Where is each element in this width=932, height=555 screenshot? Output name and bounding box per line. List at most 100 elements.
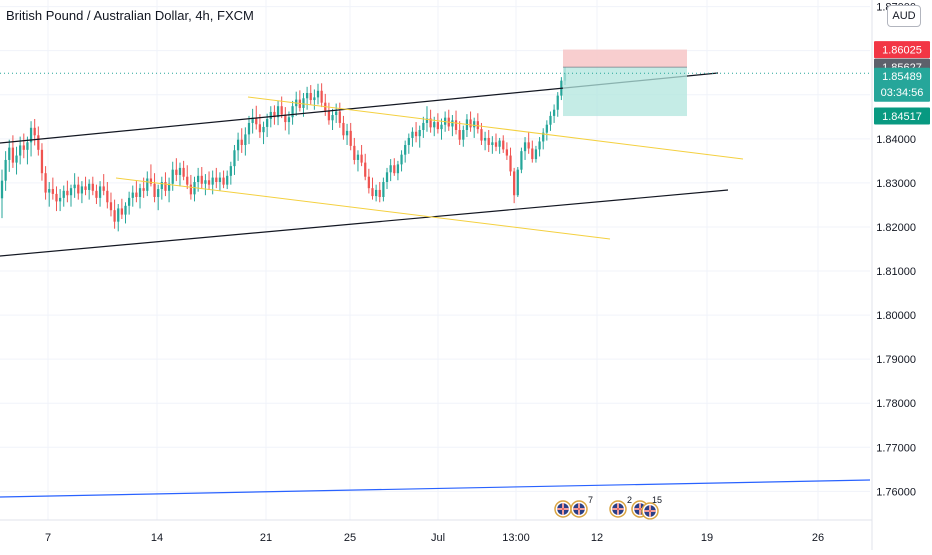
candle-body (218, 177, 222, 182)
current-price-label-text: 1.85489 (882, 71, 922, 83)
candle-body (153, 183, 156, 197)
candle-body (407, 137, 410, 145)
candle-body (320, 90, 323, 103)
candle-body (538, 141, 541, 150)
event-icons[interactable]: 7 2 15 (554, 495, 662, 520)
candle-body (15, 155, 18, 163)
candle-body (316, 90, 320, 98)
take-profit-label-text: 1.84517 (882, 111, 922, 123)
candle-body (305, 92, 309, 99)
stop-loss-label-text: 1.86025 (882, 45, 922, 57)
channel-lower-line[interactable] (0, 189, 729, 257)
countdown-text: 03:34:56 (881, 87, 924, 99)
candle-body (549, 115, 552, 125)
candle-body (233, 150, 236, 167)
candle-body (505, 149, 509, 156)
y-tick-label: 1.79000 (876, 354, 916, 366)
y-tick-label: 1.80000 (876, 310, 916, 322)
yellow-trendline-upper[interactable] (247, 96, 744, 160)
candle-body (269, 111, 272, 119)
candle-body (523, 142, 527, 152)
stop-loss-zone[interactable] (563, 49, 687, 68)
event-count: 2 (627, 495, 632, 505)
candle-body (491, 142, 494, 145)
candle-body (29, 127, 33, 143)
candle-body (302, 98, 305, 108)
candle-body (255, 117, 258, 125)
candle-body (11, 147, 15, 163)
candle-body (345, 130, 349, 136)
candle-body (335, 111, 338, 116)
candle-body (313, 97, 316, 101)
candle-body (360, 154, 363, 163)
candle-body (353, 145, 356, 160)
candle-body (436, 122, 439, 130)
candle-body (364, 162, 367, 177)
x-tick-label: 7 (45, 532, 51, 544)
uk-event-icon[interactable] (609, 500, 627, 518)
candle-body (542, 132, 545, 142)
candle-body (44, 173, 47, 193)
candle-body (200, 175, 203, 184)
uk-event-icon[interactable] (641, 502, 659, 520)
candle-body (258, 124, 262, 133)
candle-body (146, 178, 149, 191)
candle-body (266, 118, 269, 127)
price-axis[interactable]: 1.870001.860001.850001.840001.830001.820… (871, 0, 930, 550)
candle-body (396, 164, 400, 174)
y-tick-label: 1.76000 (876, 486, 916, 498)
candle-body (73, 184, 76, 189)
candle-body (0, 180, 4, 199)
candle-body (534, 149, 538, 160)
candle-body (287, 117, 291, 123)
candle-body (262, 126, 265, 133)
candle-body (458, 130, 461, 140)
candle-body (480, 129, 483, 141)
currency-badge[interactable]: AUD (887, 5, 921, 27)
candle-body (469, 119, 472, 128)
candle-body (309, 92, 312, 101)
candle-body (531, 148, 534, 160)
take-profit-zone[interactable] (563, 67, 687, 117)
time-axis[interactable]: 7 14 21 25 Jul 13:00 12 19 26 (0, 519, 872, 544)
candle-body (513, 171, 516, 196)
candle-body (494, 142, 498, 147)
drawings[interactable] (0, 49, 871, 498)
candle-body (498, 140, 501, 147)
long-term-trendline[interactable] (0, 479, 871, 498)
candle-body (113, 210, 116, 222)
candle-body (509, 155, 512, 172)
candle-body (527, 142, 530, 149)
candle-body (178, 167, 182, 175)
candle-body (327, 110, 331, 121)
candle-body (138, 188, 142, 197)
candle-body (276, 106, 280, 118)
uk-event-icon[interactable] (554, 500, 572, 518)
symbol-title: British Pound / Australian Dollar, 4h, F… (6, 8, 254, 23)
candle-body (102, 186, 105, 191)
stop-loss-label[interactable]: 1.86025 (874, 41, 930, 59)
candle-body (167, 183, 171, 191)
candle-body (189, 184, 193, 195)
y-tick-label: 1.81000 (876, 266, 916, 278)
candle-body (331, 115, 334, 121)
candle-body (117, 208, 120, 222)
candle-body (487, 137, 490, 145)
yellow-trendline-lower[interactable] (115, 177, 611, 240)
candle-body (19, 145, 22, 156)
current-price-label[interactable]: 1.85489 03:34:56 (874, 67, 930, 102)
candle-body (367, 176, 370, 189)
uk-event-icon[interactable] (570, 500, 588, 518)
candle-body (33, 127, 36, 136)
candle-body (207, 180, 211, 185)
candle-body (371, 188, 374, 197)
take-profit-label[interactable]: 1.84517 (874, 107, 930, 125)
candle-body (215, 177, 218, 182)
candle-body (80, 186, 84, 194)
candle-body (382, 182, 385, 197)
candle-body (244, 134, 247, 145)
y-tick-label: 1.82000 (876, 222, 916, 234)
candle-body (440, 124, 443, 130)
